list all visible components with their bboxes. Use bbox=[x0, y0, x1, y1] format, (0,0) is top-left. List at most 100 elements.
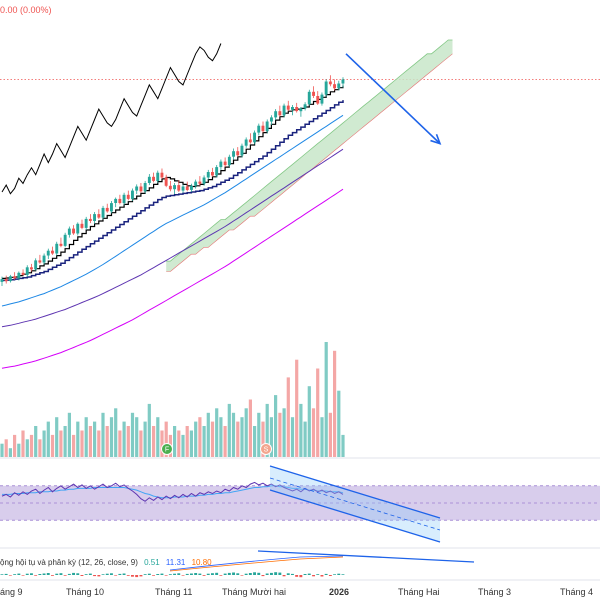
candle[interactable] bbox=[181, 184, 185, 193]
candle[interactable] bbox=[190, 183, 193, 192]
candle[interactable] bbox=[291, 104, 294, 116]
candle[interactable] bbox=[185, 181, 189, 192]
candle[interactable] bbox=[110, 200, 113, 214]
forecast-arrow[interactable] bbox=[345, 53, 442, 145]
time-axis[interactable]: áng 9 Tháng 10 Tháng 11 Tháng Mười hai 2026 T… bbox=[0, 587, 593, 597]
candle[interactable] bbox=[328, 75, 332, 87]
candle[interactable] bbox=[114, 197, 118, 208]
candle[interactable] bbox=[320, 92, 324, 106]
candle[interactable] bbox=[215, 165, 219, 178]
volume-bar bbox=[261, 421, 265, 457]
event-badge-f[interactable]: F bbox=[161, 443, 173, 455]
candle[interactable] bbox=[341, 77, 345, 88]
candle[interactable] bbox=[88, 214, 92, 224]
candle[interactable] bbox=[72, 225, 75, 235]
candle[interactable] bbox=[0, 276, 4, 286]
candle[interactable] bbox=[38, 254, 42, 264]
candle[interactable] bbox=[248, 133, 252, 144]
candle[interactable] bbox=[4, 275, 8, 284]
candle[interactable] bbox=[8, 274, 12, 283]
candle[interactable] bbox=[194, 179, 198, 189]
rsi-channel-top[interactable] bbox=[269, 465, 441, 519]
candle[interactable] bbox=[337, 80, 341, 91]
candlesticks[interactable] bbox=[0, 75, 345, 286]
candle-body bbox=[299, 108, 303, 112]
candle[interactable] bbox=[135, 184, 139, 195]
event-badge-s[interactable]: S bbox=[260, 443, 272, 455]
candle[interactable] bbox=[333, 79, 336, 91]
candle[interactable] bbox=[244, 137, 248, 148]
candle[interactable] bbox=[265, 119, 269, 134]
candle[interactable] bbox=[131, 188, 134, 201]
candle[interactable] bbox=[25, 265, 29, 277]
candle[interactable] bbox=[219, 159, 223, 170]
candle[interactable] bbox=[227, 154, 231, 168]
candle[interactable] bbox=[122, 192, 126, 206]
candle[interactable] bbox=[206, 169, 210, 180]
candle[interactable] bbox=[324, 79, 328, 97]
candle[interactable] bbox=[295, 102, 299, 113]
candle[interactable] bbox=[232, 148, 235, 160]
candle[interactable] bbox=[278, 105, 282, 117]
candle[interactable] bbox=[17, 271, 21, 281]
candle[interactable] bbox=[97, 209, 101, 219]
candle[interactable] bbox=[164, 174, 168, 188]
candle[interactable] bbox=[202, 175, 206, 186]
macd-hist-bar bbox=[286, 573, 290, 575]
macd-pane[interactable] bbox=[0, 550, 475, 578]
candle[interactable] bbox=[240, 143, 244, 158]
candle[interactable] bbox=[270, 115, 273, 125]
candle[interactable] bbox=[84, 216, 88, 230]
candle[interactable] bbox=[253, 130, 256, 145]
forecast-arrow-line[interactable] bbox=[345, 53, 441, 145]
candle[interactable] bbox=[236, 147, 240, 157]
event-badge-f-circle[interactable] bbox=[161, 443, 173, 455]
candle[interactable] bbox=[63, 232, 67, 248]
candle[interactable] bbox=[257, 123, 261, 136]
candle[interactable] bbox=[55, 241, 59, 256]
candle[interactable] bbox=[299, 107, 303, 117]
candle[interactable] bbox=[139, 183, 143, 193]
candle[interactable] bbox=[93, 212, 96, 224]
event-badge-s-circle[interactable] bbox=[260, 443, 272, 455]
candle[interactable] bbox=[101, 205, 105, 220]
rsi-pane[interactable] bbox=[0, 465, 600, 543]
volume-bar bbox=[88, 426, 92, 457]
candle[interactable] bbox=[67, 226, 71, 238]
candle[interactable] bbox=[76, 222, 80, 236]
candle[interactable] bbox=[126, 190, 130, 201]
candle[interactable] bbox=[274, 109, 278, 121]
candle[interactable] bbox=[21, 269, 25, 276]
candle[interactable] bbox=[282, 103, 286, 118]
candle[interactable] bbox=[316, 91, 320, 105]
candle[interactable] bbox=[143, 180, 147, 194]
candle[interactable] bbox=[147, 174, 151, 186]
candle[interactable] bbox=[46, 248, 50, 260]
candle[interactable] bbox=[223, 157, 227, 168]
rsi-channel-bottom[interactable] bbox=[269, 489, 441, 543]
candle[interactable] bbox=[156, 170, 160, 184]
macd-trendline[interactable] bbox=[257, 550, 475, 563]
candle[interactable] bbox=[307, 89, 311, 106]
candle[interactable] bbox=[118, 194, 122, 205]
candle[interactable] bbox=[211, 167, 214, 177]
candle[interactable] bbox=[312, 86, 315, 99]
candle[interactable] bbox=[177, 180, 181, 192]
candle[interactable] bbox=[173, 183, 176, 195]
candle[interactable] bbox=[80, 219, 84, 230]
candle[interactable] bbox=[13, 272, 17, 280]
candle[interactable] bbox=[105, 203, 109, 213]
candle[interactable] bbox=[42, 253, 46, 265]
candle[interactable] bbox=[152, 172, 155, 183]
candle[interactable] bbox=[34, 258, 38, 271]
candle[interactable] bbox=[286, 100, 290, 112]
candle[interactable] bbox=[303, 102, 307, 111]
candle[interactable] bbox=[261, 121, 265, 133]
candle[interactable] bbox=[168, 180, 172, 192]
candle[interactable] bbox=[30, 263, 33, 272]
candle[interactable] bbox=[160, 168, 164, 179]
candle[interactable] bbox=[51, 246, 54, 255]
candle[interactable] bbox=[59, 237, 63, 248]
candle[interactable] bbox=[198, 176, 202, 186]
